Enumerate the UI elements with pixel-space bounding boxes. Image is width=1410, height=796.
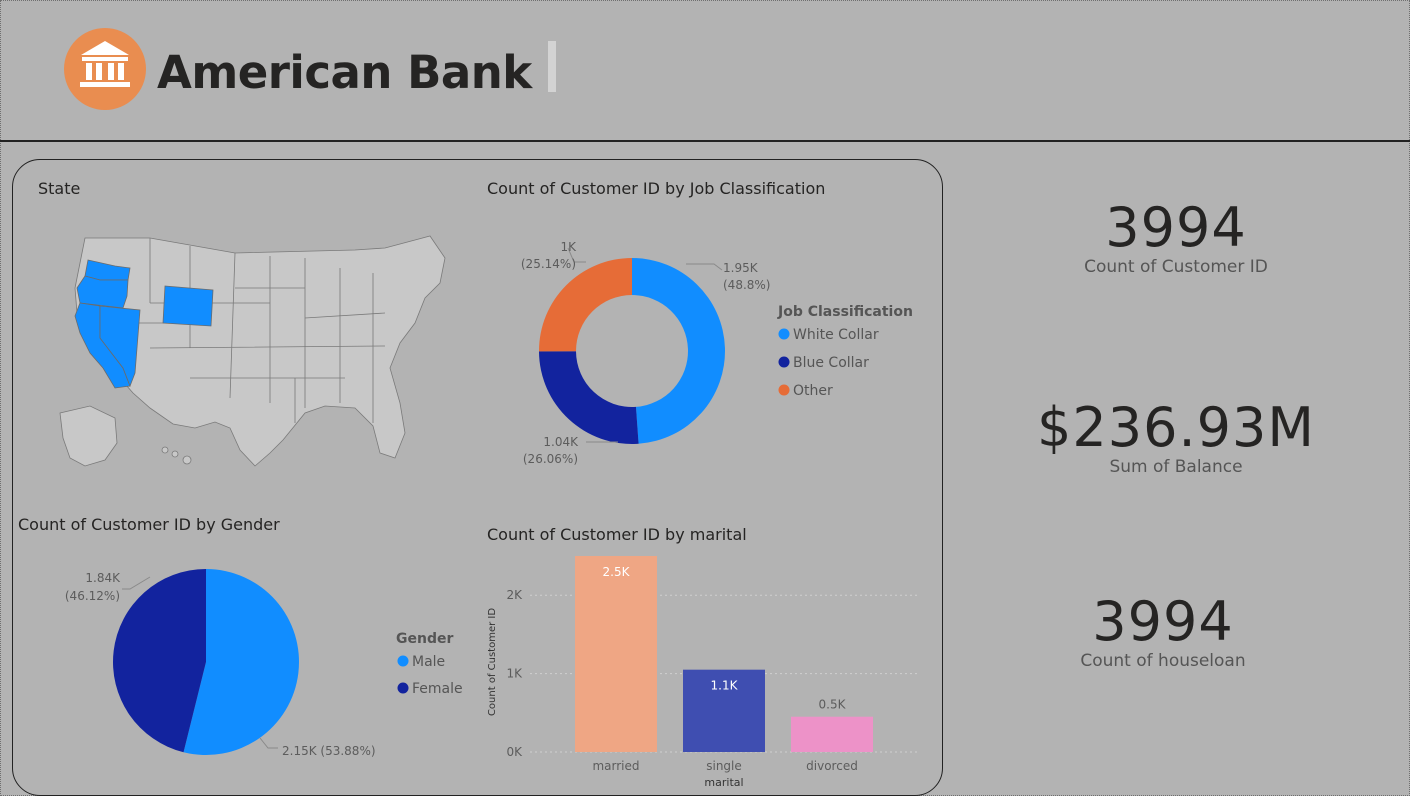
bank-building-icon xyxy=(64,28,146,110)
bar-data-label: 1.1K xyxy=(711,679,739,693)
kpi-value: 3994 xyxy=(1105,196,1247,259)
legend-marker[interactable] xyxy=(778,328,790,340)
gender-pie-chart[interactable]: 2.15K (53.88%) 1.84K (46.12%) Gender Male Fem… xyxy=(20,555,470,785)
state-wyoming xyxy=(162,285,214,327)
x-tick-label: single xyxy=(706,759,742,773)
x-tick-label: married xyxy=(592,759,639,773)
donut-slice-other[interactable] xyxy=(539,258,632,352)
legend-item[interactable]: Male xyxy=(412,654,445,670)
legend-title: Job Classification xyxy=(777,304,913,320)
donut-slice-white-collar[interactable] xyxy=(632,258,726,444)
data-label: 1.84K xyxy=(85,571,121,585)
alaska xyxy=(59,405,118,467)
x-tick-label: divorced xyxy=(806,759,858,773)
state-oregon xyxy=(76,275,129,309)
data-label: 1.04K xyxy=(543,435,579,449)
leader-line xyxy=(686,263,723,271)
kpi-value: 3994 xyxy=(1092,590,1234,653)
x-axis-title: marital xyxy=(704,776,743,789)
legend-title: Gender xyxy=(396,631,453,647)
leader-line xyxy=(259,737,278,749)
legend-marker[interactable] xyxy=(778,356,790,368)
report-header: American Bank xyxy=(0,0,1410,140)
legend-item[interactable]: Other xyxy=(793,383,833,399)
data-label: 1.95K xyxy=(723,261,759,275)
bar-divorced[interactable] xyxy=(791,716,873,752)
marital-chart-title: Count of Customer ID by marital xyxy=(487,525,747,544)
legend-item[interactable]: White Collar xyxy=(793,327,879,343)
data-label: 2.15K (53.88%) xyxy=(282,744,376,758)
bar-married[interactable] xyxy=(575,556,657,752)
leader-line xyxy=(567,247,586,263)
bar-single[interactable] xyxy=(683,669,765,752)
kpi-label: Count of Customer ID xyxy=(1084,257,1268,277)
y-tick-label: 2K xyxy=(506,588,523,602)
kpi-value: $236.93M xyxy=(1037,396,1315,459)
legend-marker[interactable] xyxy=(397,682,409,694)
state-nevada xyxy=(99,305,141,388)
pie-slice-female[interactable] xyxy=(113,569,206,753)
kpi-card-balance[interactable]: $236.93M Sum of Balance xyxy=(1026,396,1326,477)
donut-slice-blue-collar[interactable] xyxy=(539,351,639,444)
data-label-percent: (46.12%) xyxy=(65,589,120,603)
pie-slice-male[interactable] xyxy=(183,569,299,755)
y-tick-label: 0K xyxy=(506,745,523,759)
legend-item[interactable]: Female xyxy=(412,681,463,697)
job-donut-chart[interactable]: 1.95K (48.8%) 1.04K (26.06%) 1K (25.14%) Job C… xyxy=(478,228,918,478)
data-label-percent: (48.8%) xyxy=(723,278,770,292)
kpi-card-customers[interactable]: 3994 Count of Customer ID xyxy=(1026,196,1326,277)
y-tick-label: 1K xyxy=(506,667,523,681)
gender-chart-title: Count of Customer ID by Gender xyxy=(18,515,280,534)
leader-line xyxy=(122,576,151,590)
map-title: State xyxy=(38,179,81,198)
marital-bar-chart[interactable]: 0K 1K 2K Count of Customer ID 2.5K married 1.1… xyxy=(478,548,928,794)
job-chart-title: Count of Customer ID by Job Classificati… xyxy=(487,179,826,198)
app-title: American Bank xyxy=(157,46,532,99)
legend-item[interactable]: Blue Collar xyxy=(793,355,869,371)
data-label-percent: (25.14%) xyxy=(521,257,576,271)
kpi-label: Count of houseloan xyxy=(1080,651,1246,671)
kpi-label: Sum of Balance xyxy=(1109,457,1243,477)
header-divider xyxy=(548,41,556,92)
state-map[interactable] xyxy=(55,228,455,478)
legend-marker[interactable] xyxy=(397,655,409,667)
y-axis-title: Count of Customer ID xyxy=(487,608,498,716)
bar-data-label: 2.5K xyxy=(603,565,631,579)
kpi-card-houseloan[interactable]: 3994 Count of houseloan xyxy=(1013,590,1313,671)
data-label-percent: (26.06%) xyxy=(523,452,578,466)
bar-data-label: 0.5K xyxy=(819,698,847,712)
data-label: 1K xyxy=(560,240,577,254)
legend-marker[interactable] xyxy=(778,384,790,396)
header-rule xyxy=(0,140,1410,142)
